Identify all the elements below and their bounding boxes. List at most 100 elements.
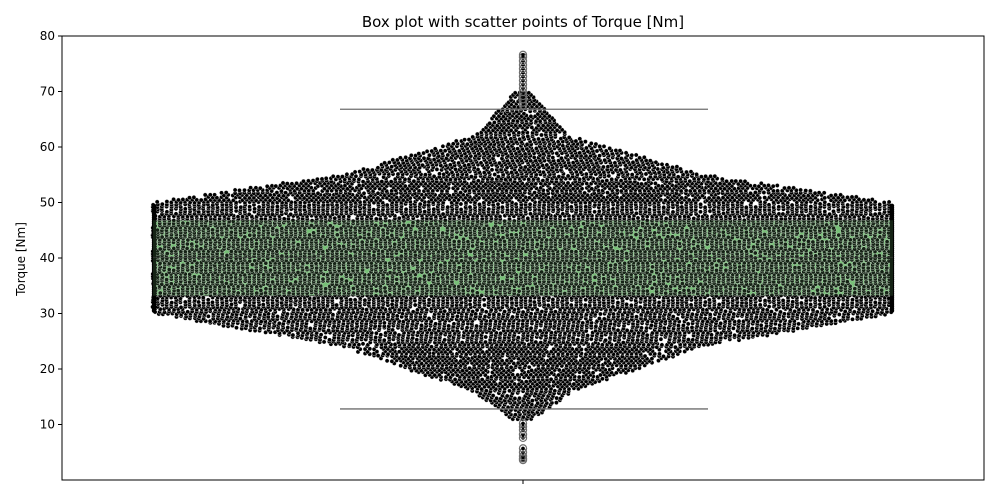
swarm-point — [615, 300, 621, 305]
swarm-point — [583, 297, 588, 302]
swarm-point — [201, 295, 206, 300]
swarm-point — [808, 302, 813, 307]
swarm-point — [178, 305, 184, 310]
swarm-point — [483, 309, 489, 315]
swarm-point — [833, 318, 838, 323]
swarm-point — [639, 325, 644, 331]
swarm-point — [507, 388, 512, 394]
swarm-point — [658, 336, 664, 342]
swarm-point — [419, 361, 424, 366]
swarm-point — [334, 302, 339, 308]
swarm-point — [303, 312, 309, 317]
swarm-point — [873, 300, 878, 305]
swarm-point — [815, 309, 820, 315]
swarm-point — [548, 377, 554, 382]
swarm-point — [482, 314, 488, 319]
swarm-point — [389, 302, 395, 307]
swarm-point — [702, 316, 708, 321]
swarm-point — [688, 302, 694, 308]
swarm-point — [382, 337, 387, 343]
swarm-point — [508, 365, 514, 370]
swarm-point — [598, 311, 603, 317]
swarm-point — [718, 321, 723, 326]
swarm-point — [792, 309, 797, 314]
swarm-point — [360, 341, 366, 347]
swarm-point — [610, 304, 616, 310]
swarm-point — [585, 333, 590, 338]
swarm-point — [362, 297, 368, 303]
swarm-point — [603, 337, 608, 343]
chart-title: Box plot with scatter points of Torque [… — [362, 13, 684, 31]
swarm-point — [571, 381, 577, 387]
swarm-point — [690, 337, 696, 343]
swarm-point — [484, 388, 489, 393]
swarm-point — [426, 297, 432, 303]
swarm-point — [433, 321, 438, 327]
swarm-layer — [150, 90, 895, 422]
swarm-point — [467, 302, 473, 307]
swarm-point — [736, 318, 742, 324]
swarm-point — [707, 297, 712, 303]
swarm-point — [528, 384, 533, 390]
swarm-point — [452, 377, 458, 382]
swarm-point — [528, 325, 534, 331]
swarm-point — [378, 332, 384, 338]
swarm-point — [822, 304, 827, 309]
y-axis-label: Torque [Nm] — [14, 222, 28, 297]
swarm-point — [796, 321, 801, 327]
swarm-point — [185, 309, 190, 315]
swarm-point — [524, 379, 529, 384]
swarm-point — [629, 303, 634, 308]
swarm-point — [731, 326, 736, 331]
swarm-point — [323, 335, 328, 340]
swarm-point — [238, 316, 243, 321]
swarm-point — [580, 320, 585, 326]
swarm-point — [772, 326, 778, 331]
swarm-point — [350, 337, 355, 343]
swarm-point — [642, 353, 648, 359]
swarm-point — [290, 332, 296, 338]
swarm-point — [210, 300, 215, 305]
swarm-point — [621, 340, 626, 345]
swarm-point — [766, 304, 772, 309]
swarm-point — [429, 344, 434, 350]
swarm-point — [205, 297, 211, 303]
swarm-point — [515, 372, 520, 378]
swarm-point — [183, 299, 188, 305]
swarm-point — [229, 302, 234, 307]
swarm-point — [712, 316, 717, 322]
swarm-point — [549, 370, 554, 376]
swarm-point — [348, 297, 353, 302]
swarm-point — [257, 326, 263, 331]
swarm-point — [412, 302, 418, 308]
swarm-point — [576, 374, 582, 380]
swarm-point — [277, 321, 282, 326]
swarm-point — [762, 298, 768, 303]
swarm-point — [398, 363, 403, 368]
swarm-point — [552, 388, 558, 394]
swarm-point — [850, 317, 855, 322]
swarm-point — [644, 332, 650, 338]
swarm-point — [532, 299, 537, 305]
swarm-point — [812, 295, 818, 301]
swarm-point — [427, 327, 432, 333]
swarm-point — [723, 309, 728, 314]
swarm-point — [703, 299, 708, 305]
swarm-point — [716, 302, 722, 307]
swarm-point — [512, 396, 518, 401]
swarm-point — [546, 303, 551, 308]
swarm-point — [662, 325, 667, 331]
swarm-point — [352, 297, 358, 303]
swarm-point — [510, 314, 515, 320]
swarm-point — [470, 309, 475, 314]
swarm-point — [840, 302, 846, 307]
swarm-point — [589, 336, 594, 342]
swarm-point — [533, 339, 539, 345]
swarm-point — [526, 364, 532, 370]
swarm-point — [373, 335, 378, 340]
swarm-point — [597, 316, 602, 321]
swarm-point — [656, 300, 662, 305]
swarm-point — [758, 323, 764, 328]
swarm-point — [517, 395, 522, 401]
